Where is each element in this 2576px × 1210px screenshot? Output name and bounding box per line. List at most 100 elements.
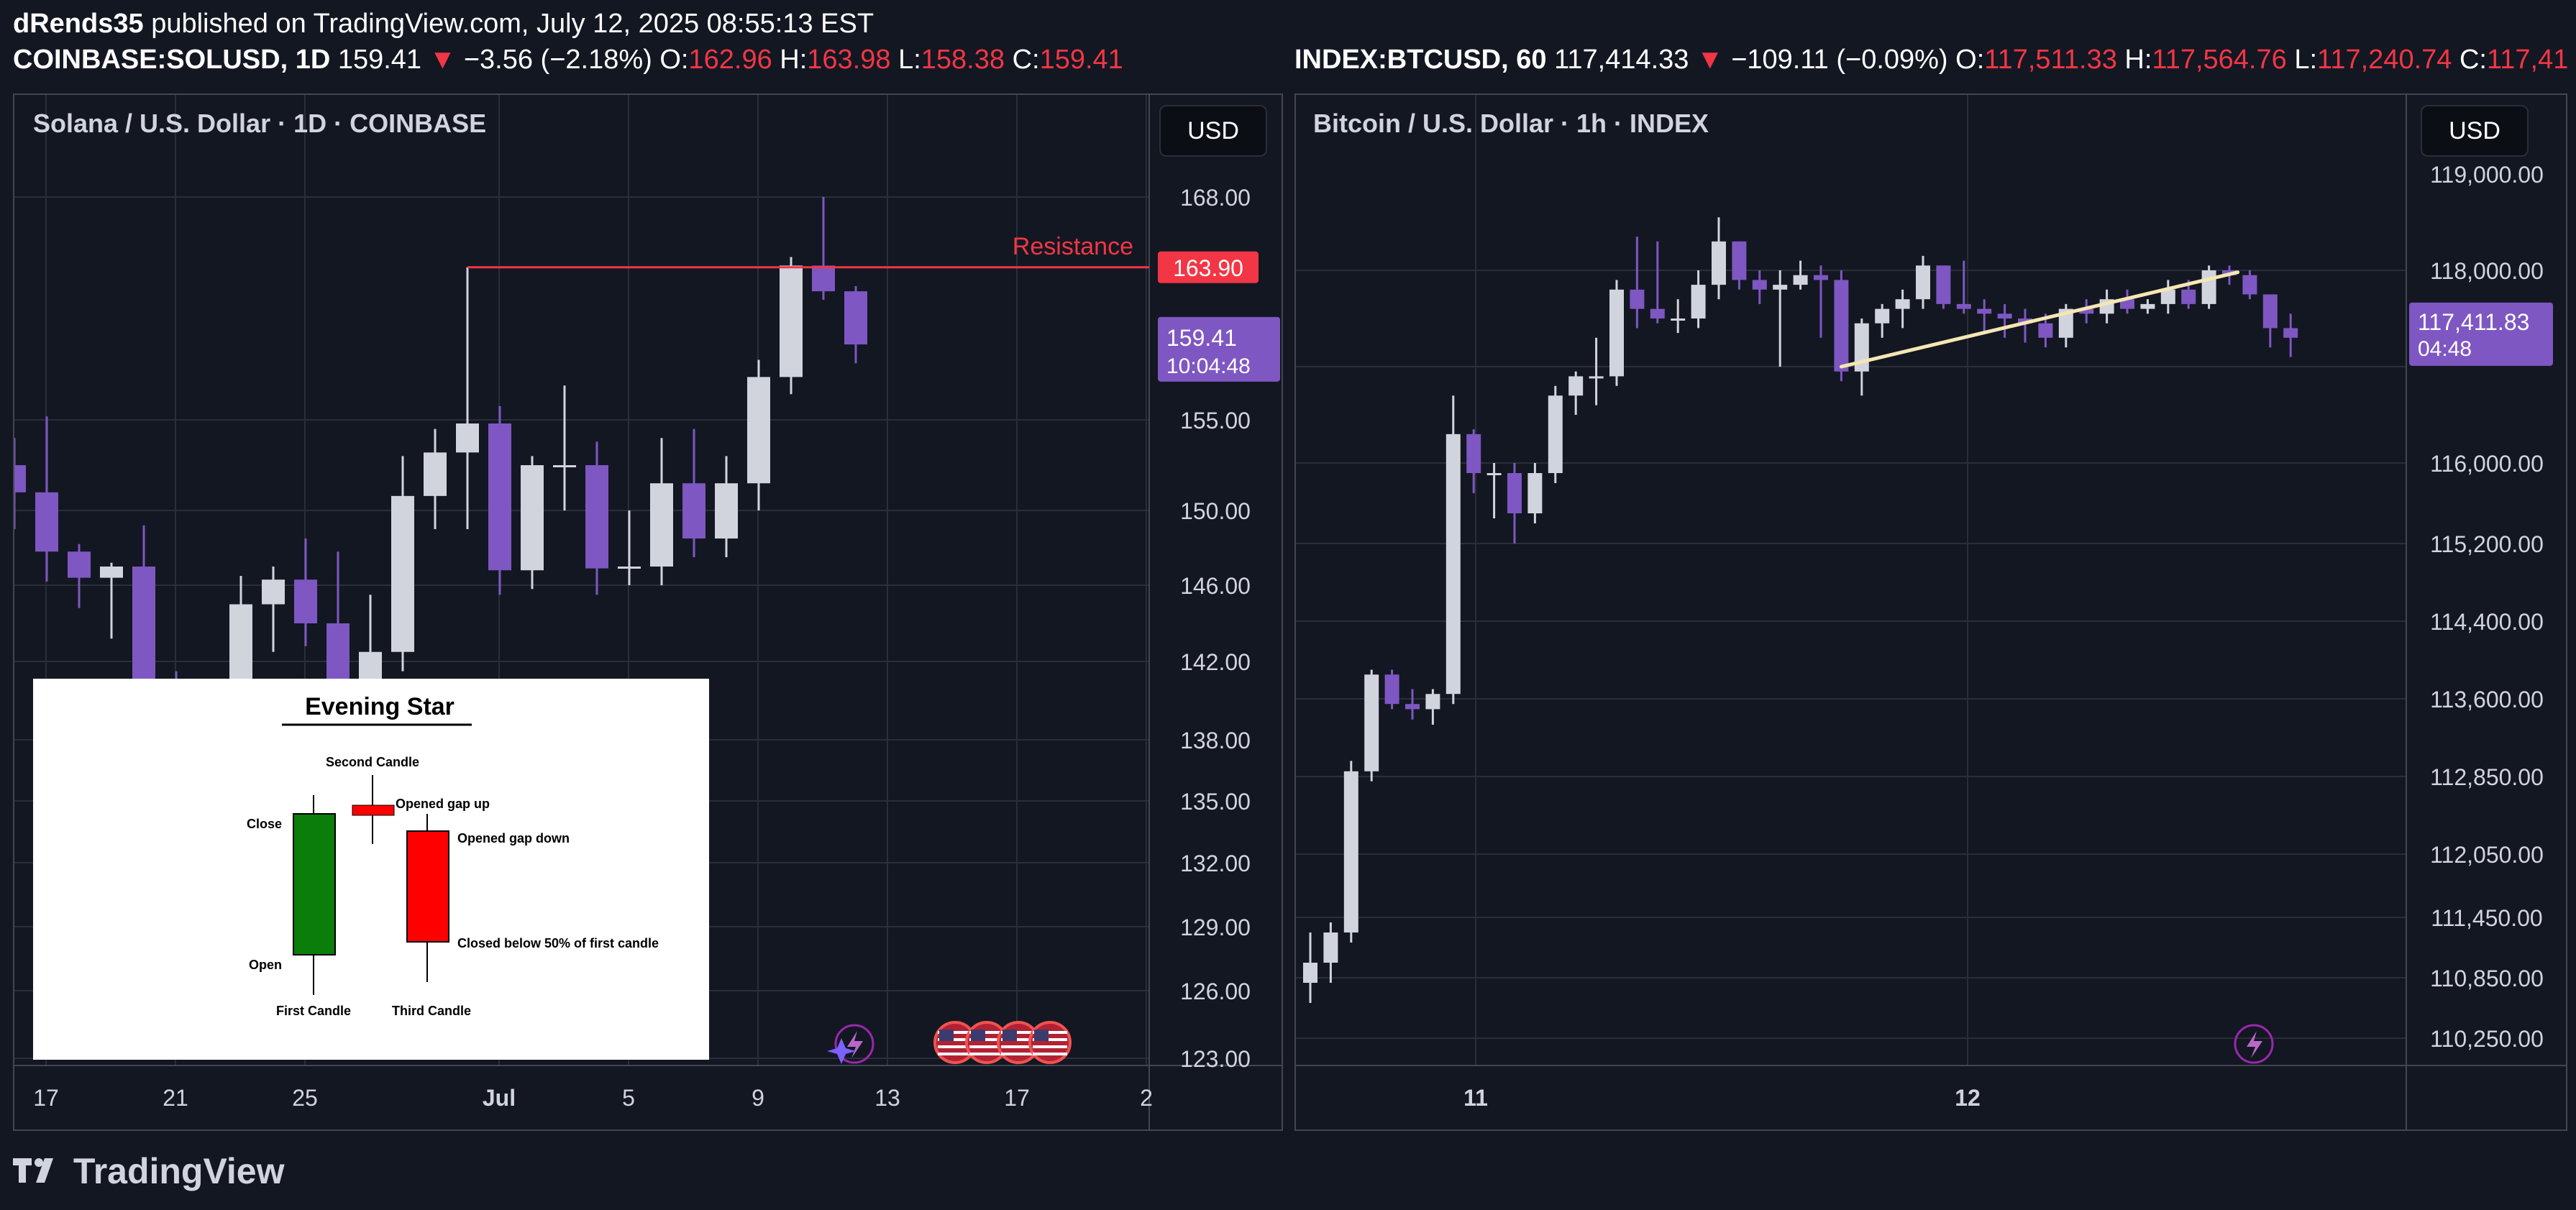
candle-body [391,495,414,652]
chart-header: dRends35 published on TradingView.com, J… [0,0,2576,90]
candle [2160,280,2175,314]
current-price-tag [2409,302,2553,366]
left-price: 159.41 [337,45,422,75]
candle [1814,265,1828,338]
candle-body [1568,376,1584,396]
candle-body [812,265,835,292]
y-tick-label: 118,000.00 [2430,258,2544,284]
candle-body [715,483,738,538]
flag-canton [971,1030,985,1041]
candle-body [1997,313,2012,318]
bitcoin-chart[interactable]: Bitcoin / U.S. Dollar · 1h · INDEX 119,00… [1296,95,2566,1129]
candle-body [488,423,511,571]
candle [1364,669,1379,782]
candle [682,428,705,557]
lightning-icon-bolt [2247,1031,2262,1058]
candle [1773,270,1788,367]
lightning-icon-ring [2234,1024,2274,1064]
down-arrow-icon: ▼ [1696,45,1724,75]
candle [100,562,123,639]
candle-body [2038,323,2053,338]
candle-body [35,492,58,552]
sparkle-icon [827,1038,856,1064]
right-quote-line: INDEX:BTCUSD, 60 117,414.33 ▼ −109.11 (−… [1294,45,2567,75]
candle-body [1875,308,1890,324]
candle-body [1323,932,1338,963]
candle-body [2283,328,2298,338]
candle-body [1548,395,1563,473]
candle [2283,313,2298,357]
inset-close-label: Close [247,817,282,831]
candle-body [1916,265,1930,300]
candle-body [1793,275,1808,285]
x-tick-label: 17 [1004,1085,1030,1111]
candle [1425,689,1440,725]
candle [2201,265,2216,309]
currency-button[interactable]: USD [1159,105,1267,157]
candle [650,438,673,585]
candle-body [1895,299,1910,309]
y-tick-label: 150.00 [1180,498,1251,524]
candle [68,544,91,608]
y-tick-label: 126.00 [1180,978,1251,1004]
candle [424,428,447,529]
lightning-icon-ring [834,1024,874,1064]
candle [844,286,867,364]
candle-body [1466,434,1481,473]
right-symbol[interactable]: INDEX:BTCUSD, 60 [1294,45,1547,75]
publish-text: published on TradingView.com, July 12, 2… [151,9,874,39]
candle-body [2140,303,2155,309]
candle-body [1834,280,1849,372]
candle [1671,299,1686,334]
flag-stripe [969,1038,1004,1041]
left-close: 159.41 [1039,45,1123,75]
candle-body [294,579,317,623]
flag-stripe [1001,1045,1036,1048]
bitcoin-chart-panel[interactable]: Bitcoin / U.S. Dollar · 1h · INDEX 119,00… [1294,93,2567,1131]
right-close-label: C: [2459,45,2487,75]
candle [1589,337,1604,405]
flag-stripe [1001,1053,1036,1055]
flag-stripe [938,1038,972,1041]
candle-body [553,465,576,467]
y-tick-label: 112,850.00 [2430,764,2544,790]
candle [1323,922,1338,983]
candle [780,257,803,395]
author-name[interactable]: dRends35 [13,9,144,39]
candle [1936,265,1951,309]
candle [1650,241,1665,324]
candle [1486,463,1502,518]
flag-stripe [969,1045,1004,1048]
x-tick-label: 2 [1140,1085,1153,1111]
candle [1568,371,1584,415]
candle [1405,689,1420,720]
currency-button[interactable]: USD [2421,105,2529,157]
y-tick-label: 110,250.00 [2430,1026,2544,1052]
inset-second-candle-label: Second Candle [326,755,419,769]
solana-chart[interactable]: Solana / U.S. Dollar · 1D · COINBASE 168.… [14,95,1282,1129]
candle [35,416,58,582]
candle [488,405,511,595]
countdown-label: 10:04:48 [1166,354,1251,378]
tradingview-logo[interactable]: TradingView [13,1150,285,1192]
inset-title: Evening Star [305,693,455,720]
candle-body [1405,704,1420,710]
candle-body [747,377,770,484]
candle [2120,289,2134,314]
flag-stripe [938,1053,972,1055]
inset-closed-below-label: Closed below 50% of first candle [457,936,659,950]
candle-body [262,579,285,605]
y-tick-label: 168.00 [1180,185,1251,211]
candle-body [521,465,544,571]
y-tick-label: 138.00 [1180,728,1251,753]
lightning-icon [2234,1024,2274,1064]
candle [747,359,770,510]
solana-chart-panel[interactable]: Solana / U.S. Dollar · 1D · COINBASE 168.… [13,93,1283,1131]
candle-body [1936,265,1951,304]
candle [2242,270,2257,300]
left-symbol[interactable]: COINBASE:SOLUSD, 1D [13,45,331,75]
candle [812,197,835,301]
tradingview-wordmark: TradingView [73,1151,285,1191]
y-tick-label: 132.00 [1180,851,1251,876]
second-candle-body [352,805,395,816]
